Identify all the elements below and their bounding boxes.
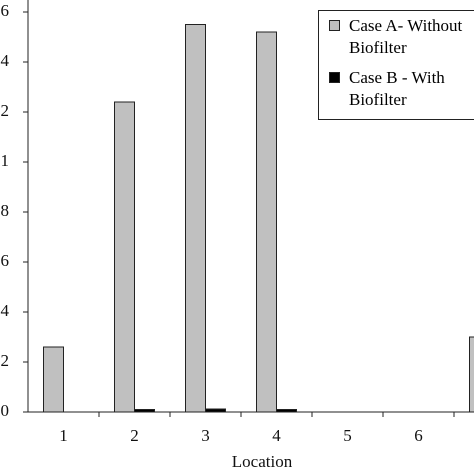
y-tick-label: 0 bbox=[1, 401, 10, 420]
bar bbox=[114, 101, 135, 413]
legend-swatch bbox=[329, 20, 340, 31]
x-tick-label: 4 bbox=[272, 426, 281, 445]
legend: Case A- Without Biofilter Case B - With B… bbox=[318, 10, 474, 120]
bar bbox=[469, 336, 474, 413]
x-tick-label: 3 bbox=[201, 426, 210, 445]
bar bbox=[43, 346, 64, 413]
legend-label: Case B - With Biofilter bbox=[349, 68, 445, 109]
y-tick-label: 0.6 bbox=[0, 251, 9, 270]
bar bbox=[276, 409, 297, 413]
y-tick-label: 1.6 bbox=[0, 1, 9, 20]
x-axis-label: Location bbox=[232, 452, 293, 471]
y-tick-label: 0.8 bbox=[0, 201, 9, 220]
bar bbox=[256, 31, 277, 413]
y-tick-label: 0.4 bbox=[0, 301, 10, 320]
x-tick-label: 2 bbox=[130, 426, 139, 445]
x-tick-label: 6 bbox=[414, 426, 423, 445]
legend-label: Case A- Without Biofilter bbox=[349, 16, 463, 57]
bar bbox=[205, 408, 226, 413]
x-tick-label: 5 bbox=[343, 426, 352, 445]
y-tick-label: 1 bbox=[1, 151, 10, 170]
y-tick-label: 1.2 bbox=[0, 101, 9, 120]
bar bbox=[185, 24, 206, 413]
y-tick-label: 1.4 bbox=[0, 51, 10, 70]
y-tick-label: 0.2 bbox=[0, 351, 9, 370]
bar bbox=[134, 409, 155, 413]
x-tick-label: 1 bbox=[59, 426, 68, 445]
legend-swatch bbox=[329, 72, 340, 83]
